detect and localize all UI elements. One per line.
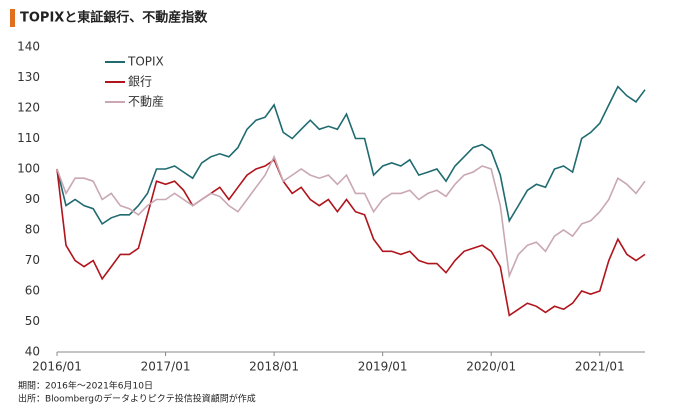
legend-label: 不動産 (128, 94, 164, 109)
note: 期間：2016年～2021年6月10日 (18, 380, 153, 392)
x-tick-label: 2021/01 (575, 360, 625, 374)
x-tick-label: 2017/01 (141, 360, 191, 374)
title-marker (10, 9, 15, 27)
series-line (56, 154, 646, 279)
x-tick-label: 2018/01 (249, 360, 299, 374)
y-tick-label: 90 (25, 192, 40, 206)
y-tick-label: 120 (17, 101, 40, 115)
series-line (56, 158, 646, 317)
series-line (56, 85, 646, 226)
legend-label: 銀行 (128, 75, 152, 89)
y-tick-label: 70 (25, 253, 40, 267)
x-tick-label: 2019/01 (358, 360, 408, 374)
y-tick-label: 80 (25, 223, 40, 237)
y-tick-label: 50 (25, 314, 40, 328)
x-tick-label: 2020/01 (466, 360, 516, 374)
note: 出所：Bloombergのデータよりピクテ投信投資顧問が作成 (18, 393, 256, 405)
y-tick-label: 110 (17, 131, 40, 145)
chart-title: TOPIXと東証銀行、不動産指数 (20, 10, 208, 26)
y-tick-label: 140 (17, 40, 40, 54)
y-tick-label: 60 (25, 284, 40, 298)
legend-label: TOPIX (127, 55, 164, 69)
x-tick-label: 2016/01 (32, 360, 82, 374)
y-tick-label: 40 (25, 345, 40, 359)
y-tick-label: 130 (17, 70, 40, 84)
y-tick-label: 100 (17, 162, 40, 176)
